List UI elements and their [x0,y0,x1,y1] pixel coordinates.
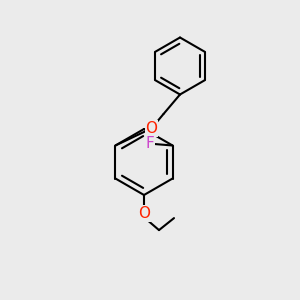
Text: O: O [138,206,150,221]
Text: O: O [146,121,158,136]
Text: F: F [146,136,154,152]
